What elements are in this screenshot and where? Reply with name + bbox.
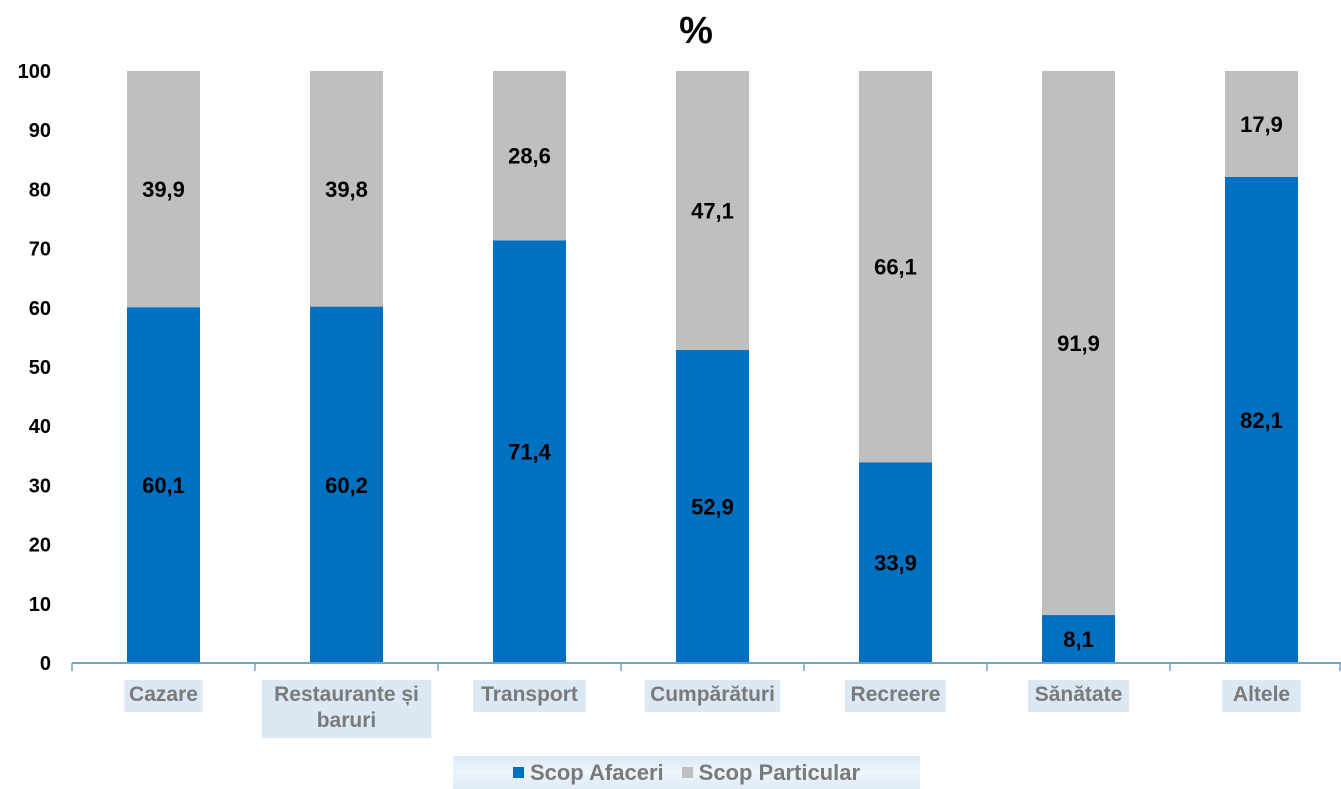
x-label-cazare: Cazare — [129, 683, 198, 706]
data-label-scop-afaceri-sanatate: 8,1 — [1063, 627, 1094, 652]
x-label-bg-cazare — [124, 680, 203, 712]
x-label-bg-cumparaturi — [644, 680, 781, 712]
bar-scop-afaceri-recreere — [859, 462, 932, 663]
bar-scop-particular-cazare — [127, 71, 200, 308]
x-label-bg-restaurante-si-baruri — [261, 680, 432, 738]
y-tick-label: 40 — [29, 416, 51, 438]
y-tick-label: 10 — [29, 594, 51, 616]
x-label-recreere: Recreere — [851, 683, 941, 706]
legend: Scop Afaceri Scop Particular — [453, 756, 920, 789]
x-label-bg-sanatate — [1027, 680, 1130, 712]
y-tick-label: 80 — [29, 179, 51, 201]
data-label-scop-afaceri-restaurante-si-baruri: 60,2 — [325, 473, 368, 498]
data-label-scop-afaceri-recreere: 33,9 — [874, 551, 917, 576]
data-label-scop-particular-transport: 28,6 — [508, 144, 551, 169]
bars-group: 60,1 39,9 60,2 39,8 71,4 28,6 52,9 47,1 33,9 66,1… — [127, 71, 1298, 663]
data-label-scop-particular-sanatate: 91,9 — [1057, 331, 1100, 356]
axis-group — [71, 662, 1341, 671]
bar-scop-particular-recreere — [859, 71, 932, 463]
data-label-scop-afaceri-cumparaturi: 52,9 — [691, 494, 734, 519]
x-label-restaurante-si-baruri-line-2: baruri — [317, 709, 377, 732]
legend-label-scop-afaceri: Scop Afaceri — [529, 759, 664, 785]
y-tick-label: 90 — [29, 120, 51, 142]
y-tick-label: 30 — [29, 475, 51, 497]
x-label-restaurante-si-baruri-line-1: Restaurante și — [274, 683, 419, 706]
data-label-scop-afaceri-cazare: 60,1 — [142, 473, 185, 498]
y-tick-label: 0 — [40, 653, 51, 675]
data-label-scop-particular-cumparaturi: 47,1 — [691, 198, 734, 223]
y-tick-label: 20 — [29, 535, 51, 557]
bar-scop-particular-restaurante-si-baruri — [310, 71, 383, 307]
bar-scop-afaceri-cumparaturi — [676, 349, 749, 663]
legend-swatch-scop-particular — [681, 767, 693, 778]
data-label-scop-particular-cazare: 39,9 — [142, 177, 185, 202]
bar-scop-particular-altele — [1225, 71, 1298, 177]
x-label-bg-altele — [1222, 680, 1301, 712]
x-label-sanatate: Sănătate — [1035, 683, 1123, 706]
y-tick-label: 70 — [29, 239, 51, 261]
x-label-transport: Transport — [481, 683, 578, 706]
bar-scop-afaceri-transport — [493, 240, 566, 663]
bar-scop-afaceri-altele — [1225, 176, 1298, 663]
y-tick-label: 60 — [29, 298, 51, 320]
x-label-altele: Altele — [1233, 683, 1290, 706]
x-label-cumparaturi: Cumpărături — [650, 683, 775, 706]
x-label-bg-transport — [473, 680, 586, 712]
y-axis-ticks: 0 10 20 30 40 50 60 70 80 90 100 — [18, 61, 51, 675]
y-tick-label: 100 — [18, 61, 51, 83]
y-tick-label: 50 — [29, 357, 51, 379]
bar-scop-particular-transport — [493, 71, 566, 241]
data-label-scop-afaceri-altele: 82,1 — [1240, 408, 1283, 433]
bar-scop-particular-sanatate — [1042, 71, 1115, 616]
bar-scop-afaceri-cazare — [127, 307, 200, 663]
data-label-scop-particular-recreere: 66,1 — [874, 255, 917, 280]
bar-scop-afaceri-sanatate — [1042, 615, 1115, 663]
legend-item-scop-particular[interactable]: Scop Particular — [681, 759, 861, 786]
legend-item-scop-afaceri[interactable]: Scop Afaceri — [512, 759, 664, 786]
chart-title: % — [679, 10, 713, 52]
bar-scop-afaceri-restaurante-si-baruri — [310, 306, 383, 663]
bar-scop-particular-cumparaturi — [676, 71, 749, 350]
data-label-scop-particular-altele: 17,9 — [1240, 112, 1283, 137]
x-label-bg-recreere — [844, 680, 947, 712]
legend-label-scop-particular: Scop Particular — [698, 759, 861, 785]
data-label-scop-particular-restaurante-si-baruri: 39,8 — [325, 177, 368, 202]
x-axis-labels: Cazare Restaurante și baruri Transport Cumpă… — [124, 680, 1301, 738]
legend-swatch-scop-afaceri — [512, 767, 524, 778]
data-label-scop-afaceri-transport: 71,4 — [508, 440, 552, 465]
